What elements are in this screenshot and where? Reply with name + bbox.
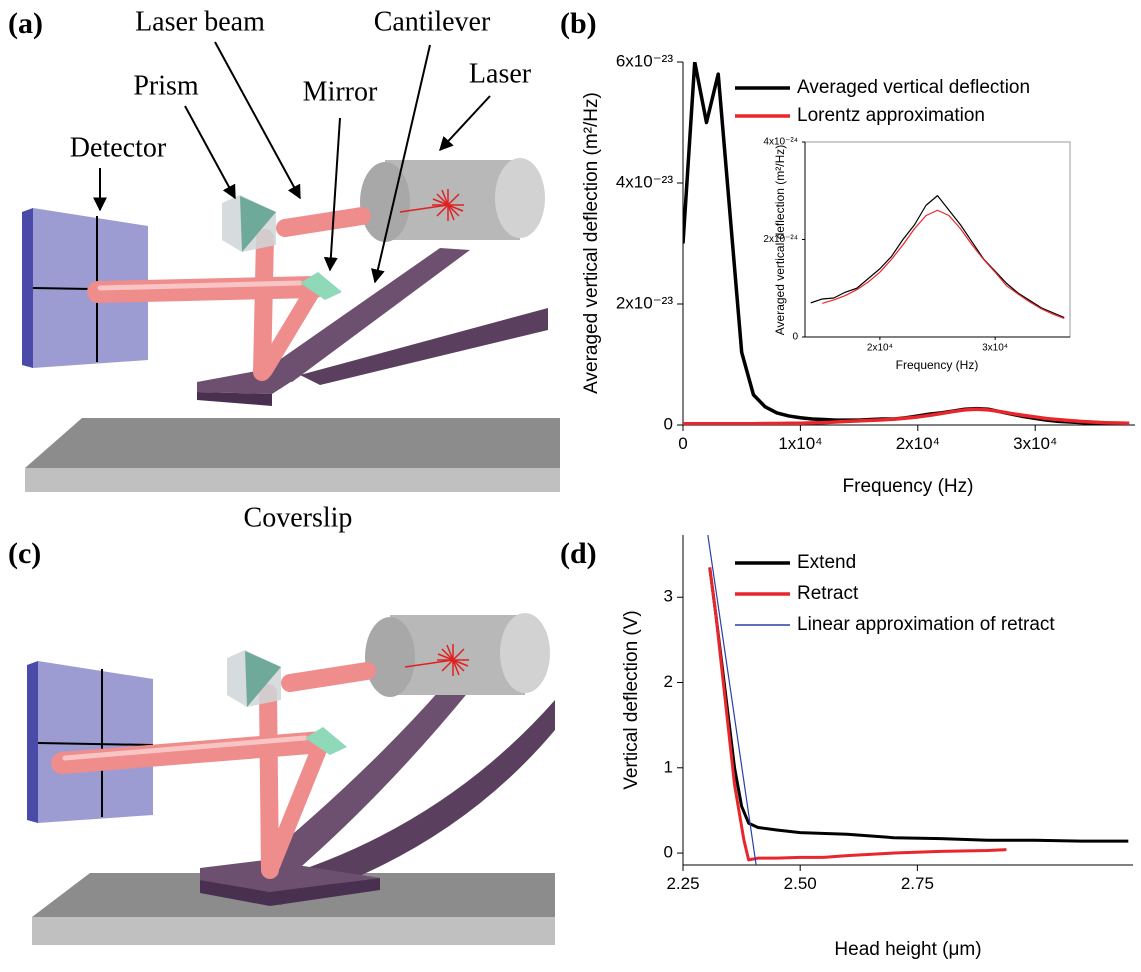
detector-edge	[22, 208, 33, 368]
arrow	[323, 117, 341, 272]
series-line	[822, 209, 1065, 320]
x-tick-label: 2.50	[784, 874, 817, 893]
beam-highlight	[97, 280, 303, 291]
label: Laser beam	[135, 6, 265, 37]
laser-end	[495, 158, 545, 238]
x-tick-label: 0	[678, 434, 687, 453]
detector	[38, 661, 153, 823]
label: Coverslip	[244, 502, 353, 533]
x-tick-label: 2.25	[666, 874, 699, 893]
y-axis-label: Vertical deflection (V)	[621, 610, 642, 790]
series-line	[707, 535, 757, 865]
x-axis-label: Head height (μm)	[834, 939, 981, 960]
beam	[257, 279, 323, 378]
arrow	[439, 95, 491, 152]
detector-edge	[27, 661, 38, 823]
label: Cantilever	[374, 6, 491, 37]
label: Detector	[70, 132, 167, 163]
panel-label: (d)	[560, 537, 597, 570]
y-axis-label: Averaged vertical deflection (m²/Hz)	[773, 145, 787, 336]
legend-label: Linear approximation of retract	[797, 614, 1055, 635]
coverslip-edge	[25, 468, 560, 492]
cantilever-arm	[300, 308, 548, 385]
x-tick-label: 3x10⁴	[1013, 434, 1057, 453]
y-tick-label: 4x10⁻²⁴	[763, 137, 798, 148]
diagram-c	[27, 613, 555, 945]
panel-label: (b)	[560, 7, 597, 40]
inset-frame	[804, 141, 1071, 338]
laser-face	[360, 162, 410, 242]
legend-label: Lorentz approximation	[797, 105, 985, 126]
cantilever-base	[200, 860, 380, 892]
x-tick-label: 1x10⁴	[778, 434, 822, 453]
coverslip-edge	[32, 917, 555, 945]
beam	[87, 276, 326, 303]
y-tick-label: 0	[664, 414, 673, 433]
x-axis-label: Frequency (Hz)	[843, 476, 974, 497]
arrow	[214, 41, 301, 200]
label: Laser	[469, 58, 532, 89]
x-tick-label: 2x10⁴	[867, 343, 893, 354]
y-tick-label: 2x10⁻²³	[616, 293, 673, 312]
y-tick-label: 4x10⁻²³	[616, 172, 673, 191]
y-axis-label: Averaged vertical deflection (m²/Hz)	[581, 92, 602, 394]
y-tick-label: 0	[664, 843, 673, 862]
y-tick-label: 0	[792, 332, 798, 343]
laser-end	[500, 613, 550, 693]
y-tick-label: 2x10⁻²⁴	[763, 234, 798, 245]
coverslip	[25, 418, 560, 468]
laser-spot	[404, 644, 469, 676]
legend-label: Averaged vertical deflection	[797, 77, 1030, 98]
panel-label: (a)	[8, 7, 43, 40]
legend-label: Extend	[797, 552, 856, 573]
cantilever-base	[200, 878, 380, 906]
beam	[253, 229, 274, 381]
series-line	[810, 195, 1065, 319]
legend-label: Retract	[797, 583, 859, 604]
mirror	[305, 727, 347, 755]
beam	[276, 207, 371, 237]
label: Prism	[133, 70, 199, 101]
mirror	[300, 272, 342, 300]
series-line	[708, 567, 1129, 843]
series-line	[683, 407, 1130, 425]
prism-face	[245, 651, 281, 707]
cantilever-base	[197, 392, 272, 406]
crosshair	[37, 742, 154, 746]
y-tick-label: 1	[664, 757, 673, 776]
series-line	[708, 567, 1007, 862]
arrow	[184, 105, 236, 200]
laser-spot	[399, 189, 464, 221]
y-tick-label: 2	[664, 672, 673, 691]
x-tick-label: 3x10⁴	[982, 343, 1008, 354]
beam	[281, 662, 376, 692]
cantilever-arm	[250, 690, 470, 885]
beam	[51, 731, 333, 774]
x-tick-label: 2.75	[901, 874, 934, 893]
beam-highlight	[62, 735, 308, 761]
beam	[264, 734, 330, 874]
beam	[259, 684, 279, 879]
diagram-a: Laser beam Cantilever Prism Mirror Laser…	[22, 6, 560, 533]
cantilever-base	[197, 370, 300, 394]
panel-label: (c)	[8, 537, 41, 570]
x-axis-label: Frequency (Hz)	[896, 358, 979, 372]
y-tick-label: 6x10⁻²³	[616, 51, 673, 70]
x-tick-label: 2x10⁴	[896, 434, 940, 453]
prism-face	[240, 196, 276, 252]
cantilever-arm	[262, 248, 470, 382]
label: Mirror	[303, 76, 378, 107]
laser-face	[365, 617, 415, 697]
y-tick-label: 3	[664, 587, 673, 606]
arrow	[371, 44, 431, 284]
